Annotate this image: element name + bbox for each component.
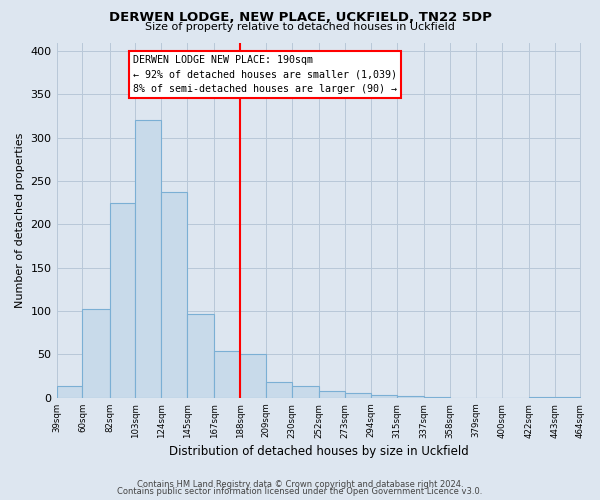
X-axis label: Distribution of detached houses by size in Uckfield: Distribution of detached houses by size … xyxy=(169,444,469,458)
Text: DERWEN LODGE NEW PLACE: 190sqm
← 92% of detached houses are smaller (1,039)
8% o: DERWEN LODGE NEW PLACE: 190sqm ← 92% of … xyxy=(133,55,397,94)
Bar xyxy=(266,382,292,398)
Bar xyxy=(554,397,580,398)
Text: Size of property relative to detached houses in Uckfield: Size of property relative to detached ho… xyxy=(145,22,455,32)
Y-axis label: Number of detached properties: Number of detached properties xyxy=(15,132,25,308)
Bar xyxy=(529,397,554,398)
Bar xyxy=(136,120,161,398)
Bar xyxy=(161,192,187,398)
Bar xyxy=(187,314,214,398)
Bar xyxy=(397,396,424,398)
Bar xyxy=(345,394,371,398)
Bar xyxy=(214,351,240,398)
Bar xyxy=(319,391,345,398)
Bar xyxy=(56,386,82,398)
Bar xyxy=(424,397,450,398)
Bar xyxy=(82,308,110,398)
Bar xyxy=(110,203,136,398)
Text: Contains public sector information licensed under the Open Government Licence v3: Contains public sector information licen… xyxy=(118,487,482,496)
Bar xyxy=(371,395,397,398)
Bar xyxy=(292,386,319,398)
Text: Contains HM Land Registry data © Crown copyright and database right 2024.: Contains HM Land Registry data © Crown c… xyxy=(137,480,463,489)
Bar xyxy=(240,354,266,398)
Text: DERWEN LODGE, NEW PLACE, UCKFIELD, TN22 5DP: DERWEN LODGE, NEW PLACE, UCKFIELD, TN22 … xyxy=(109,11,491,24)
